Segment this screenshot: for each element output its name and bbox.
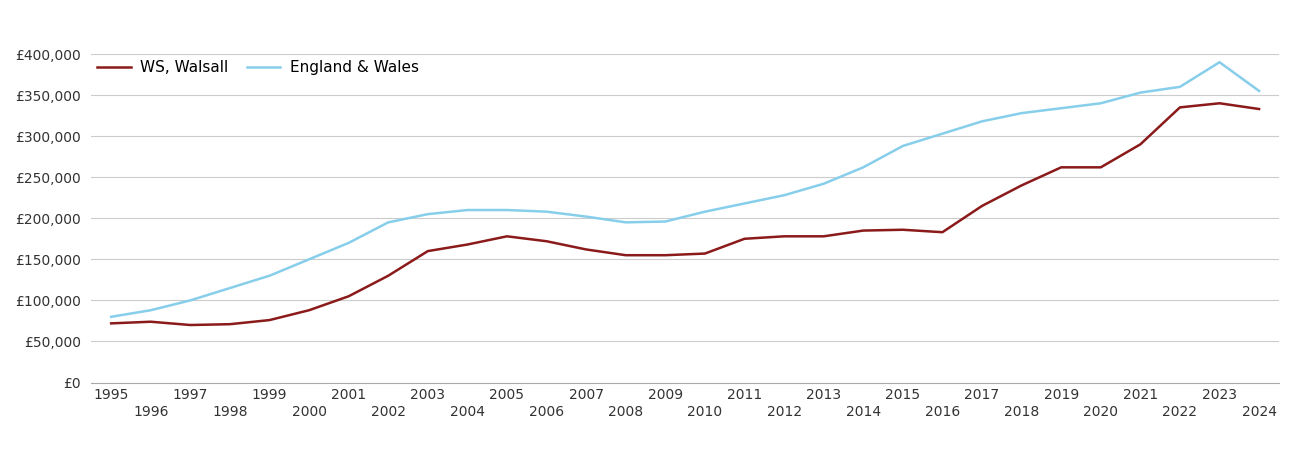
England & Wales <box>1251 88 1267 94</box>
WS, Walsall <box>1212 100 1228 106</box>
England & Wales <box>1014 110 1030 116</box>
WS, Walsall <box>658 252 673 258</box>
England & Wales <box>1053 105 1069 111</box>
England & Wales <box>183 298 198 303</box>
WS, Walsall <box>301 307 317 313</box>
England & Wales <box>1133 90 1148 95</box>
WS, Walsall <box>975 203 990 209</box>
England & Wales <box>697 209 713 214</box>
WS, Walsall <box>737 236 753 242</box>
Line: England & Wales: England & Wales <box>111 62 1259 317</box>
England & Wales <box>301 256 317 262</box>
WS, Walsall <box>222 321 238 327</box>
WS, Walsall <box>697 251 713 256</box>
WS, Walsall <box>1251 106 1267 112</box>
England & Wales <box>1172 84 1188 90</box>
WS, Walsall <box>103 321 119 326</box>
WS, Walsall <box>144 319 159 324</box>
WS, Walsall <box>776 234 792 239</box>
WS, Walsall <box>856 228 872 233</box>
WS, Walsall <box>578 247 594 252</box>
WS, Walsall <box>500 234 515 239</box>
England & Wales <box>975 119 990 124</box>
Line: WS, Walsall: WS, Walsall <box>111 103 1259 325</box>
England & Wales <box>737 201 753 206</box>
England & Wales <box>776 193 792 198</box>
England & Wales <box>144 307 159 313</box>
WS, Walsall <box>1094 165 1109 170</box>
WS, Walsall <box>934 230 950 235</box>
England & Wales <box>103 314 119 319</box>
WS, Walsall <box>816 234 831 239</box>
England & Wales <box>1094 100 1109 106</box>
WS, Walsall <box>1172 105 1188 110</box>
WS, Walsall <box>420 248 436 254</box>
England & Wales <box>619 220 634 225</box>
England & Wales <box>539 209 555 214</box>
WS, Walsall <box>895 227 911 233</box>
England & Wales <box>934 131 950 136</box>
England & Wales <box>895 143 911 148</box>
WS, Walsall <box>1014 183 1030 188</box>
WS, Walsall <box>262 317 278 323</box>
England & Wales <box>341 240 356 246</box>
England & Wales <box>420 212 436 217</box>
England & Wales <box>1212 59 1228 65</box>
WS, Walsall <box>1053 165 1069 170</box>
England & Wales <box>222 285 238 291</box>
WS, Walsall <box>341 293 356 299</box>
England & Wales <box>262 273 278 279</box>
England & Wales <box>381 220 397 225</box>
England & Wales <box>500 207 515 213</box>
England & Wales <box>816 181 831 186</box>
WS, Walsall <box>381 273 397 279</box>
WS, Walsall <box>539 238 555 244</box>
WS, Walsall <box>459 242 475 247</box>
WS, Walsall <box>1133 142 1148 147</box>
England & Wales <box>658 219 673 224</box>
England & Wales <box>459 207 475 213</box>
England & Wales <box>856 165 872 170</box>
WS, Walsall <box>183 322 198 328</box>
Legend: WS, Walsall, England & Wales: WS, Walsall, England & Wales <box>91 54 424 81</box>
England & Wales <box>578 214 594 219</box>
WS, Walsall <box>619 252 634 258</box>
